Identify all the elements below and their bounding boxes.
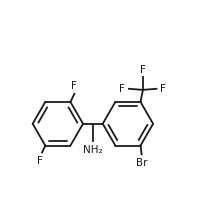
Text: F: F: [140, 65, 146, 75]
Text: F: F: [119, 84, 125, 94]
Text: F: F: [160, 84, 166, 94]
Text: F: F: [37, 156, 43, 166]
Text: F: F: [71, 81, 77, 91]
Text: NH₂: NH₂: [83, 145, 103, 155]
Text: Br: Br: [136, 158, 147, 168]
